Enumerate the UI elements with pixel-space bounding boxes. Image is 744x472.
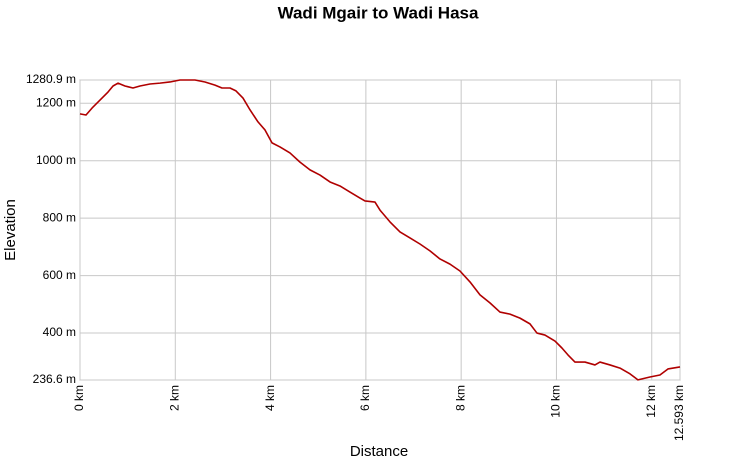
x-tick-label: 6 km	[358, 385, 372, 411]
x-tick-label: 12.593 km	[672, 385, 686, 441]
x-tick-label: 2 km	[167, 385, 181, 411]
x-tick-label: 8 km	[453, 385, 467, 411]
y-tick-label: 236.6 m	[33, 372, 76, 386]
y-tick-label: 800 m	[43, 210, 76, 224]
elevation-line	[79, 79, 681, 381]
x-tick-label: 0 km	[72, 385, 86, 411]
y-axis-title: Elevation	[2, 199, 19, 261]
y-tick-label: 600 m	[43, 268, 76, 282]
y-tick-label: 1200 m	[36, 95, 76, 109]
x-axis-title: Distance	[350, 443, 408, 460]
x-tick-label: 12 km	[644, 385, 658, 418]
y-tick-label: 1000 m	[36, 153, 76, 167]
y-tick-label: 400 m	[43, 325, 76, 339]
plot-frame	[79, 79, 681, 381]
chart-title: Wadi Mgair to Wadi Hasa	[278, 3, 479, 22]
x-tick-label: 4 km	[263, 385, 277, 411]
y-tick-label: 1280.9 m	[26, 72, 76, 86]
x-tick-label: 10 km	[549, 385, 563, 418]
